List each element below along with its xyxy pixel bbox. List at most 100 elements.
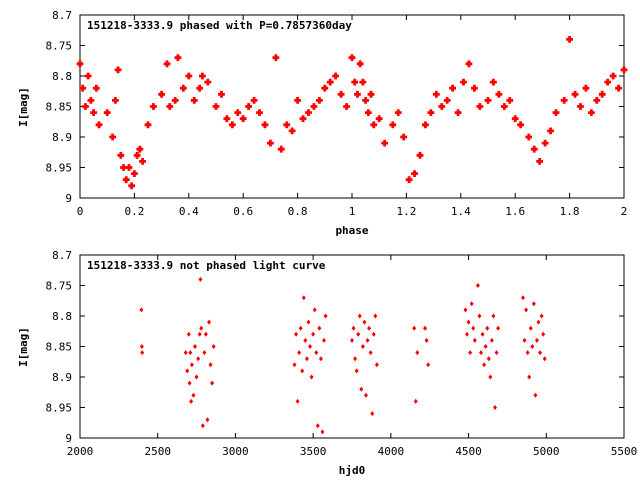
unphased-data-point [318, 356, 323, 362]
unphased-data-point [494, 350, 499, 356]
phased-data-point [128, 182, 136, 190]
phased-data-point [552, 109, 560, 116]
unphased-data-point [479, 350, 484, 356]
phased-data-point [299, 115, 307, 123]
unphased-x-tick-label: 3500 [300, 445, 327, 458]
unphased-data-point [194, 374, 199, 380]
phased-data-point [476, 103, 484, 110]
phased-data-point [190, 97, 198, 104]
unphased-data-point [320, 429, 325, 435]
unphased-data-point [488, 374, 493, 380]
unphased-data-point [353, 356, 358, 362]
phased-data-point [114, 66, 122, 74]
unphased-data-point [472, 337, 477, 343]
phased-data-point [310, 103, 318, 110]
phased-data-point [174, 54, 182, 62]
unphased-data-point [538, 350, 543, 356]
phased-data-point [332, 72, 340, 80]
phased-data-point [348, 54, 356, 62]
phased-data-point [484, 97, 492, 104]
unphased-data-point [373, 313, 378, 319]
phased-chart-title: 151218-3333.9 phased with P=0.7857360day [87, 19, 352, 32]
phased-data-point [315, 97, 323, 104]
unphased-data-point [496, 325, 501, 331]
phased-data-point [354, 90, 361, 98]
phased-data-point [150, 103, 157, 110]
unphased-data-point [466, 319, 471, 325]
phased-data-point [122, 176, 130, 184]
unphased-data-point [189, 362, 194, 368]
phased-data-point [394, 109, 402, 116]
phased-data-point [117, 151, 125, 159]
phased-x-tick-label: 0.2 [124, 205, 144, 218]
phased-data-point [111, 97, 119, 104]
phased-data-point [367, 90, 375, 98]
phased-data-point [212, 103, 220, 110]
phased-data-point [261, 121, 269, 129]
unphased-data-point [365, 337, 370, 343]
phased-data-point [582, 84, 590, 92]
phased-data-point [239, 115, 247, 123]
phased-x-tick-label: 0.4 [179, 205, 199, 218]
phased-data-point [471, 84, 478, 92]
phased-plot-frame [79, 14, 625, 199]
phased-data-point [84, 72, 92, 80]
phased-y-tick-label: 8.85 [46, 101, 73, 114]
phased-data-point [547, 127, 554, 135]
unphased-data-point [534, 337, 539, 343]
unphased-y-tick-label: 8.85 [46, 341, 73, 354]
unphased-data-point [197, 331, 202, 337]
unphased-data-point [188, 350, 193, 356]
unphased-data-point [483, 344, 488, 349]
phased-data-point [267, 139, 274, 147]
unphased-data-point [322, 337, 327, 343]
unphased-data-point [309, 374, 314, 380]
phased-data-point [351, 78, 359, 86]
unphased-data-point [200, 423, 205, 429]
unphased-data-point [210, 380, 215, 386]
phased-data-point [92, 84, 100, 92]
unphased-x-tick-label: 4000 [378, 445, 405, 458]
unphased-data-point [482, 362, 487, 368]
unphased-plot-frame [79, 254, 625, 439]
phased-y-tick-label: 8.75 [46, 40, 73, 53]
phased-x-tick-label: 1.2 [396, 205, 416, 218]
phased-data-point [109, 133, 117, 141]
unphased-x-tick-label: 4500 [455, 445, 482, 458]
unphased-data-point [525, 350, 530, 356]
phased-data-point [454, 109, 462, 116]
unphased-data-point [187, 380, 192, 386]
unphased-data-point [350, 337, 354, 343]
unphased-data-point [189, 398, 194, 404]
unphased-data-point [208, 362, 213, 368]
phased-data-point [389, 121, 397, 129]
unphased-data-point [528, 325, 533, 331]
unphased-data-point [469, 301, 474, 307]
phased-data-point [90, 109, 97, 116]
phased-y-axis-label: I[mag] [17, 87, 30, 127]
phased-data-point [294, 97, 301, 104]
phased-data-point [199, 72, 206, 80]
phased-data-point [305, 109, 312, 116]
unphased-data-point [491, 313, 496, 319]
phased-data-point [245, 103, 253, 110]
unphased-data-point [524, 307, 529, 313]
unphased-data-point [292, 362, 297, 368]
phased-data-point [185, 72, 193, 80]
unphased-data-point [485, 325, 490, 331]
unphased-data-point [423, 325, 428, 331]
phased-y-tick-label: 8.95 [46, 162, 73, 175]
unphased-data-point [371, 331, 376, 337]
unphased-data-point [354, 368, 359, 374]
phased-data-points [76, 36, 628, 190]
phased-data-point [495, 90, 503, 98]
phased-x-tick-label: 1.4 [451, 205, 471, 218]
unphased-data-point [311, 331, 316, 337]
unphased-data-point [542, 356, 547, 362]
unphased-data-point [367, 325, 372, 331]
unphased-data-point [304, 356, 309, 362]
unphased-data-point [477, 313, 482, 319]
phased-data-point [343, 103, 350, 110]
unphased-data-point [315, 423, 320, 429]
